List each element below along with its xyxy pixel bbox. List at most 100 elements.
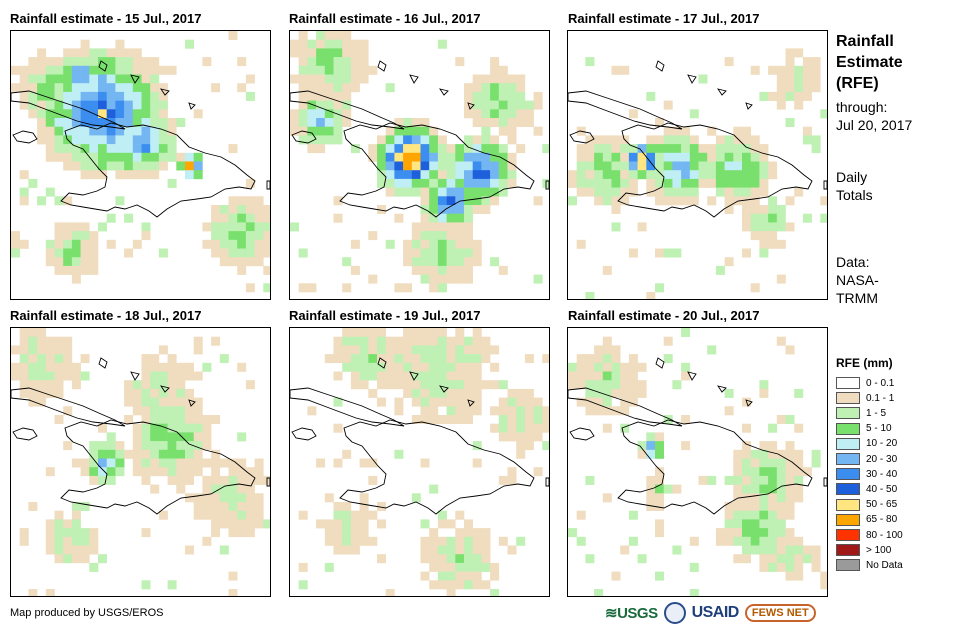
rainfall-cell: [167, 406, 177, 416]
rainfall-cell: [228, 231, 238, 241]
rainfall-cell: [377, 170, 386, 180]
rainfall-cell: [724, 406, 734, 416]
rainfall-cell: [98, 475, 107, 485]
rainfall-cell: [411, 380, 421, 390]
rainfall-cell: [750, 170, 760, 180]
rainfall-cell: [45, 100, 55, 110]
rainfall-cell: [298, 283, 308, 293]
rainfall-cell: [185, 161, 194, 171]
rainfall-cell: [420, 415, 430, 424]
rainfall-cell: [472, 397, 482, 407]
rainfall-cell: [333, 196, 343, 206]
rainfall-cell: [490, 380, 500, 390]
rainfall-cell: [733, 161, 743, 171]
rainfall-cell: [176, 423, 186, 433]
rainfall-cell: [411, 257, 421, 267]
rainfall-cell: [533, 406, 543, 416]
rainfall-cell: [54, 196, 64, 206]
rainfall-cell: [802, 467, 812, 477]
rainfall-cell: [45, 65, 55, 75]
legend-swatch: [836, 544, 860, 557]
rainfall-cell: [437, 274, 447, 284]
rainfall-cell: [80, 222, 90, 232]
rainfall-cell: [98, 441, 107, 451]
rainfall-cell: [464, 562, 473, 572]
rainfall-cell: [698, 475, 708, 485]
rainfall-cell: [245, 484, 255, 494]
rainfall-cell: [228, 458, 238, 468]
rainfall-cell: [45, 528, 55, 538]
rainfall-cell: [63, 362, 73, 372]
rainfall-cell: [37, 57, 47, 67]
rainfall-cell: [80, 239, 90, 249]
rainfall-cell: [71, 554, 81, 564]
rainfall-cell: [37, 328, 47, 337]
rainfall-cell: [150, 441, 160, 451]
rainfall-cell: [464, 135, 473, 145]
rainfall-cell: [115, 74, 125, 84]
rainfall-cell: [333, 354, 343, 364]
rainfall-cell: [385, 83, 395, 93]
rainfall-cell: [785, 475, 795, 485]
rainfall-cell: [794, 475, 804, 485]
rainfall-cell: [429, 170, 439, 180]
rainfall-cell: [132, 144, 142, 154]
rainfall-cell: [646, 292, 656, 299]
rainfall-cell: [307, 135, 317, 145]
rainfall-cell: [228, 257, 238, 267]
rainfall-cell: [193, 397, 203, 407]
rainfall-cell: [576, 152, 586, 162]
rainfall-cell: [298, 31, 308, 40]
rainfall-cell: [681, 415, 691, 424]
rainfall-cell: [742, 423, 751, 433]
rainfall-cell: [420, 239, 430, 249]
rainfall-cell: [307, 283, 317, 293]
rainfall-cell: [724, 519, 734, 529]
rainfall-cell: [333, 423, 343, 433]
rainfall-cell: [481, 144, 491, 154]
rainfall-cell: [776, 545, 786, 555]
rainfall-cell: [742, 458, 751, 468]
rainfall-cell: [646, 502, 656, 511]
rainfall-cell: [54, 519, 64, 529]
rainfall-cell: [429, 274, 439, 284]
rainfall-cell: [403, 283, 413, 293]
rainfall-cell: [759, 222, 769, 232]
rainfall-cell: [89, 239, 99, 249]
rainfall-cell: [141, 354, 151, 364]
legend-label: 10 - 20: [866, 438, 898, 450]
rainfall-cell: [516, 118, 526, 127]
rainfall-cell: [585, 57, 595, 67]
rainfall-cell: [585, 475, 595, 485]
rainfall-cell: [124, 449, 134, 459]
rainfall-cell: [724, 205, 734, 214]
rainfall-cell: [359, 510, 369, 520]
rainfall-cell: [602, 336, 612, 346]
rainfall-cell: [228, 519, 238, 529]
rainfall-cell: [19, 196, 29, 206]
coastline-outline: [569, 427, 595, 441]
rainfall-cell: [628, 178, 638, 188]
rainfall-cell: [254, 248, 264, 258]
rainfall-cell: [394, 345, 404, 355]
rainfall-cell: [219, 545, 229, 555]
rainfall-cell: [715, 144, 725, 154]
rainfall-cell: [672, 187, 682, 197]
rainfall-cell: [176, 371, 186, 381]
rainfall-cell: [342, 449, 352, 459]
rainfall-cell: [576, 371, 586, 381]
rainfall-cell: [350, 74, 360, 84]
legend-swatch: [836, 437, 860, 450]
rainfall-cell: [167, 65, 177, 75]
rainfall-cell: [655, 449, 664, 459]
rainfall-cell: [411, 222, 421, 232]
rainfall-cell: [403, 161, 413, 171]
rainfall-cell: [516, 441, 526, 451]
rainfall-cell: [124, 74, 134, 84]
rainfall-cell: [193, 406, 203, 416]
rainfall-cell: [794, 187, 804, 197]
rainfall-cell: [542, 415, 549, 424]
rainfall-cell: [498, 161, 508, 171]
rainfall-cell: [585, 354, 595, 364]
rainfall-cell: [202, 57, 212, 67]
